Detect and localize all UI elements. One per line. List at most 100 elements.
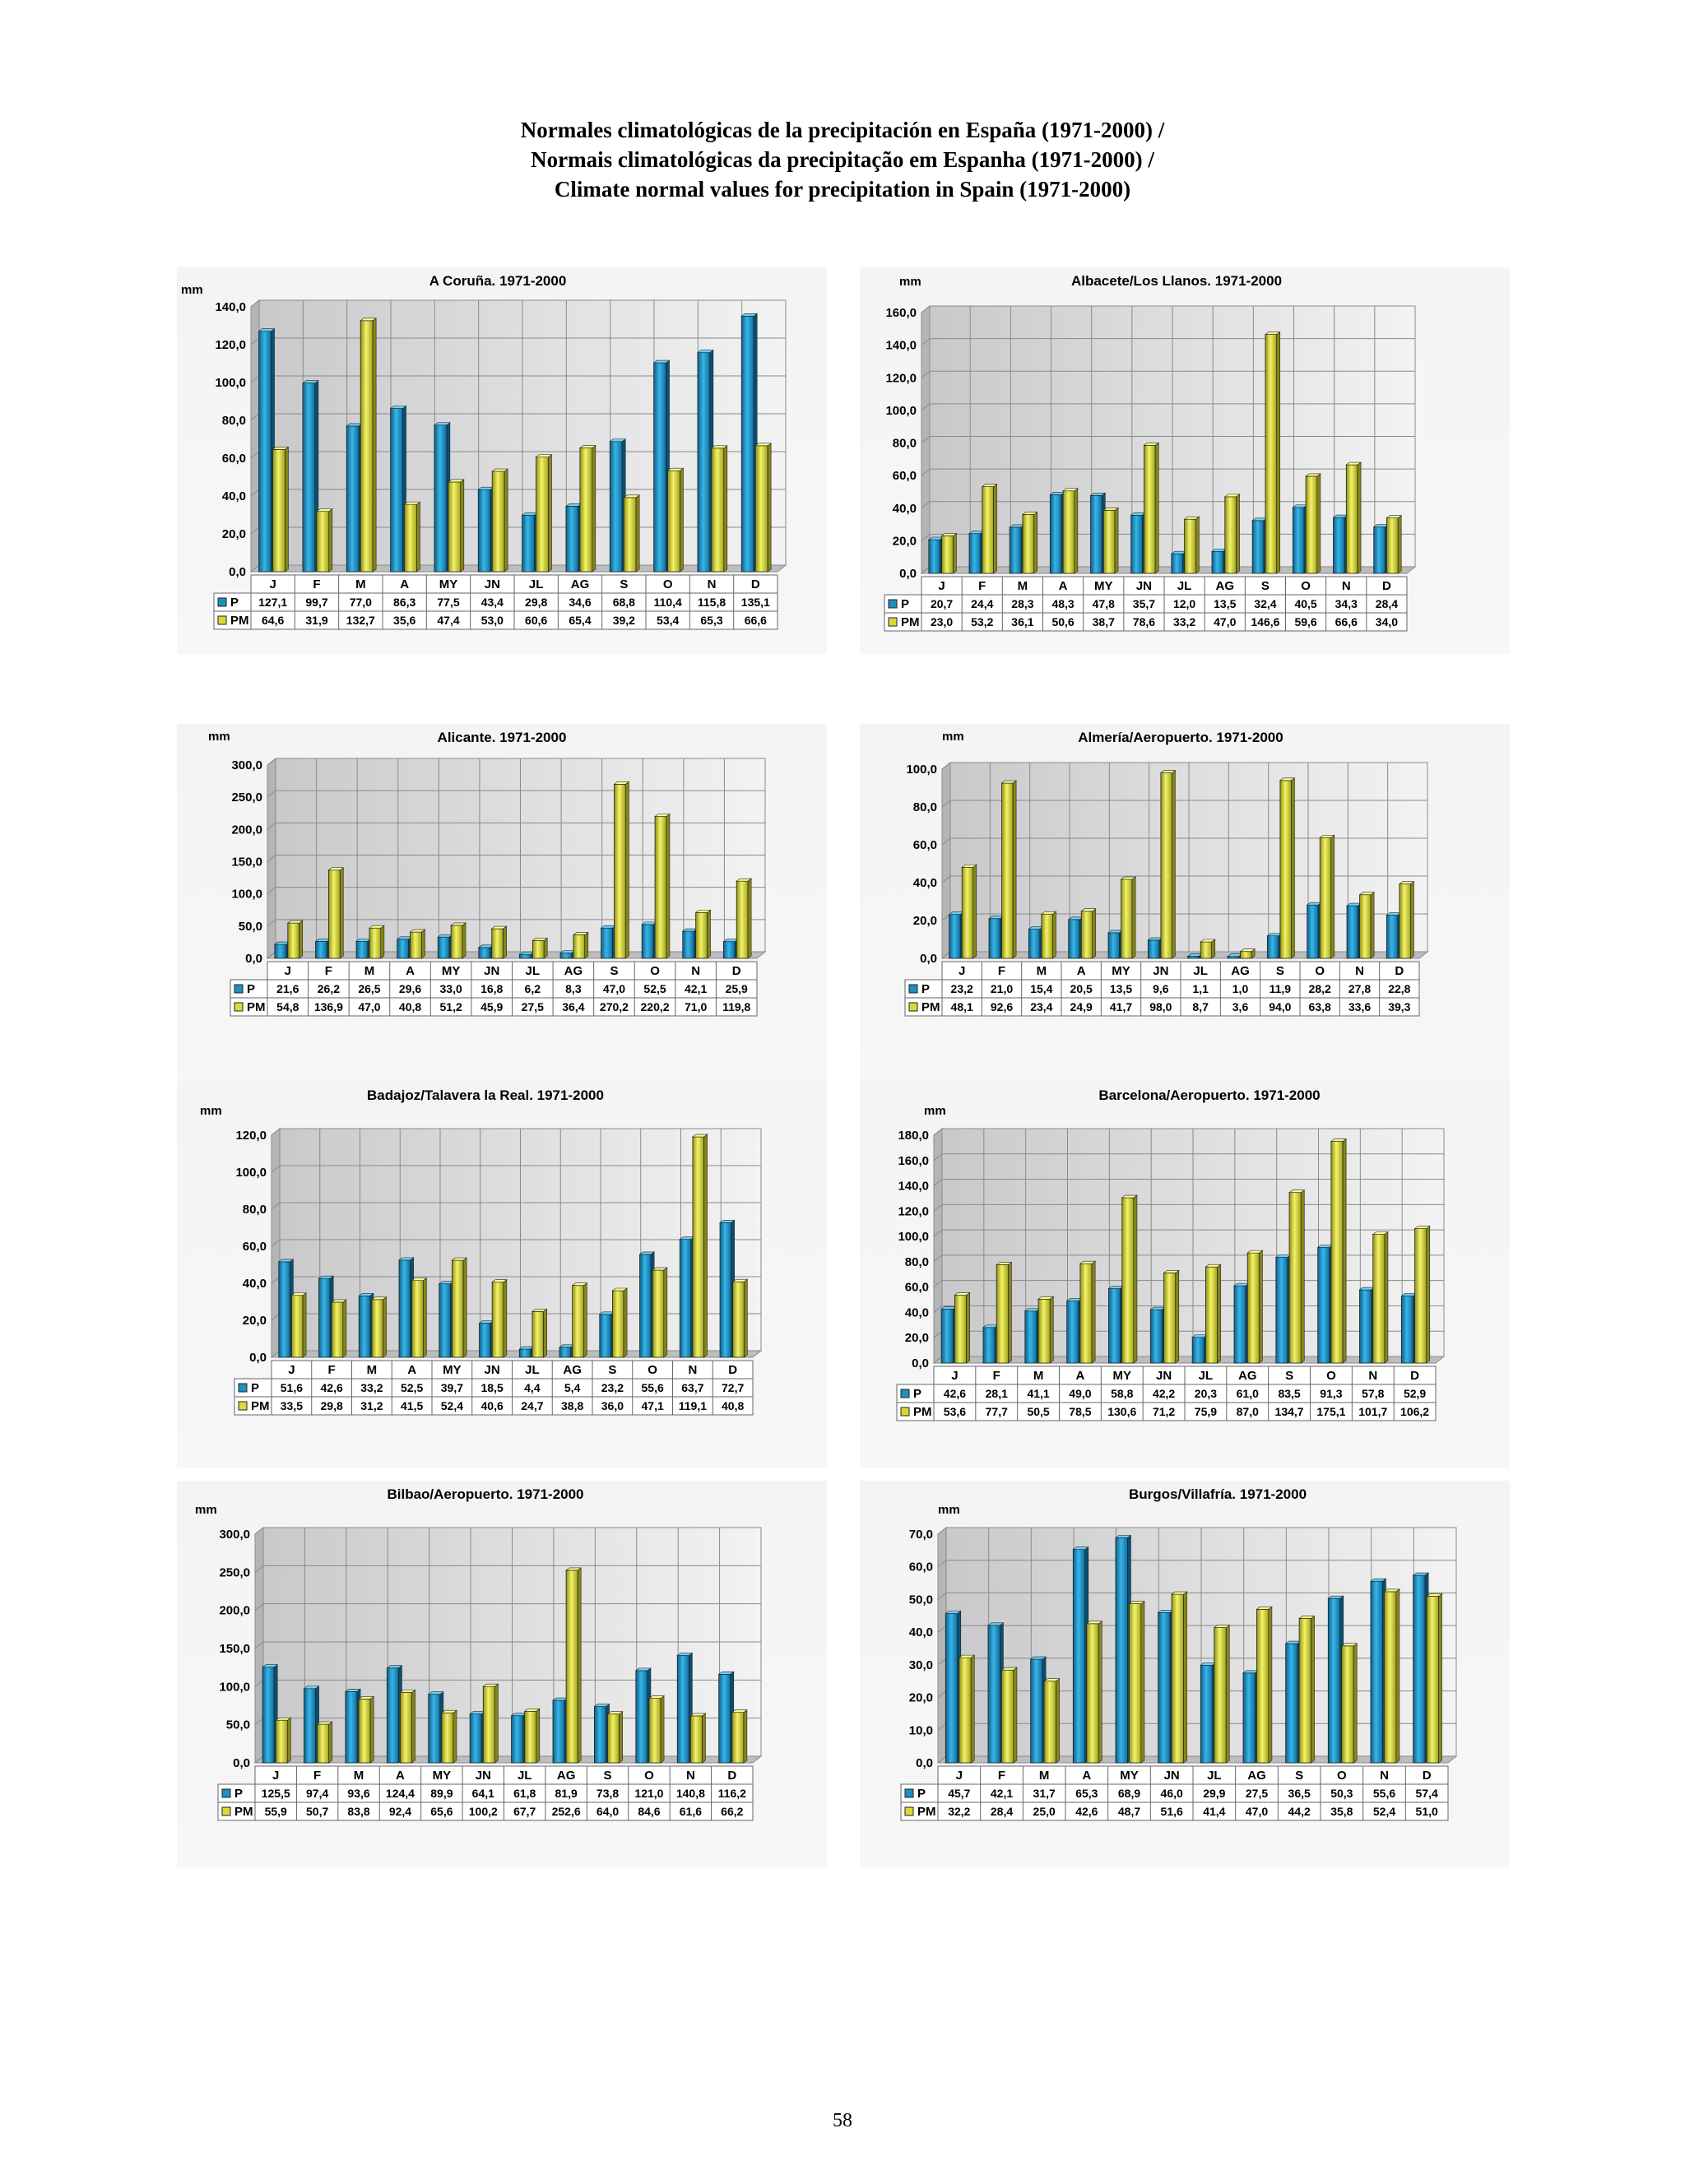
bar-face [639,1254,652,1358]
bar-side [423,1277,427,1358]
data-label-pm: 53,2 [971,615,993,628]
data-label-p: 18,5 [481,1381,504,1394]
bar-top [945,1611,962,1614]
bar-face [258,331,272,573]
data-label-p: 20,3 [1195,1387,1217,1400]
gridline-side [267,887,276,895]
bar-p [1211,548,1228,574]
bar-side [663,1267,668,1358]
data-label-pm: 59,6 [1294,615,1316,628]
bar-top [1239,948,1256,953]
bar-face [479,1322,491,1358]
category-label: JN [485,1363,500,1377]
category-label: M [1037,964,1047,978]
bar-p [398,1257,415,1358]
category-label: JL [1177,579,1192,593]
data-label-p: 63,7 [681,1381,703,1394]
bar-pm [981,483,998,574]
category-label: N [688,1363,697,1377]
bar-top [411,1277,428,1281]
bar-side [1316,473,1321,574]
data-label-pm: 8,7 [1192,1000,1209,1013]
bar-top [535,454,553,457]
bar-pm [535,454,553,573]
bar-p [518,951,536,959]
bar-top [399,1690,416,1693]
bar-face [1115,1537,1128,1764]
data-label-pm: 52,4 [441,1399,463,1412]
bar-p [510,1713,527,1764]
bar-p [940,1305,958,1364]
data-label-pm: 220,2 [641,1000,670,1013]
y-tick-label: 0,0 [233,1756,250,1770]
bar-p [478,1319,495,1358]
bar-face [316,511,330,573]
bar-face [428,1694,441,1764]
chart-1: A Coruña. 1971-2000 mm 0,0 20,0 40,0 60,0 80,0… [181,273,787,630]
gridline-side [921,501,931,509]
bar-p [1386,911,1402,959]
bar-face [1062,490,1075,574]
y-tick-label: 250,0 [231,791,262,805]
bar-top [371,1296,388,1301]
chart-7: Bilbao/Aeropuerto. 1971-2000 mm 0,0 50,0 100… [195,1486,763,1821]
data-label-pm: 63,8 [1309,1000,1331,1013]
chart-panel-3: Alicante. 1971-2000 mm 0,0 50,0 100,0 150,0 20… [177,724,827,1111]
category-label: A [1059,579,1068,593]
data-label-pm: 45,9 [480,1000,503,1013]
legend-swatch-p [904,1788,914,1798]
chart-title: Bilbao/Aeropuerto. 1971-2000 [387,1486,583,1502]
bar-top [987,1622,1005,1626]
bar-pm [290,1292,307,1358]
bar-face [1341,1645,1354,1764]
bar-top [327,867,345,871]
bar-top [1115,1535,1132,1538]
bar-p [1107,930,1124,959]
bar-pm [523,1708,541,1764]
bar-face [491,928,504,959]
y-tick-label: 30,0 [909,1658,933,1672]
y-tick-label: 20,0 [905,1331,929,1345]
data-label-p: 42,1 [685,982,707,995]
bar-pm [958,1654,976,1764]
data-label-pm: 64,0 [596,1805,619,1818]
bar-face [1049,494,1062,574]
bar-face [478,947,491,959]
bar-top [262,1664,279,1668]
bar-face [594,1706,606,1764]
bar-pm [1265,331,1281,574]
bar-face [1414,1228,1427,1364]
bar-face [1386,517,1399,574]
bar-face [1242,1672,1256,1764]
bar-p [641,921,657,959]
bar-top [409,929,426,933]
bar-face [1090,494,1102,574]
chart-4: Almería/Aeropuerto. 1971-2000 mm 0,0 20,0 40… [904,730,1429,1017]
category-label: J [951,1369,958,1383]
bar-side [1395,1588,1400,1764]
bar-top [731,1709,748,1713]
category-label: AG [1231,964,1250,978]
bar-face [450,925,463,959]
bar-side [1291,777,1295,959]
gridline-side [271,1239,281,1247]
bar-side [1175,1269,1180,1364]
data-label-p: 36,5 [1288,1787,1311,1800]
bar-p [968,531,985,574]
data-label-p: 42,2 [1153,1387,1175,1400]
bar-pm [1080,908,1097,959]
chart-panel-2: Albacete/Los Llanos. 1971-2000 mm 0,0 20,0 4… [860,267,1510,654]
y-axis-unit: mm [938,1503,960,1517]
y-tick-label: 60,0 [222,452,246,466]
data-label-p: 11,9 [1270,982,1292,995]
data-label-p: 125,5 [262,1787,290,1800]
bar-side [339,867,344,959]
bar-face [1086,1623,1099,1764]
bar-face [1372,1234,1386,1364]
bar-pm [331,1299,347,1358]
bar-side [462,1257,467,1358]
data-label-p: 121,0 [634,1787,663,1800]
data-label-pm: 51,0 [1416,1805,1438,1818]
bar-top [398,1257,415,1261]
bar-top [689,1713,707,1717]
